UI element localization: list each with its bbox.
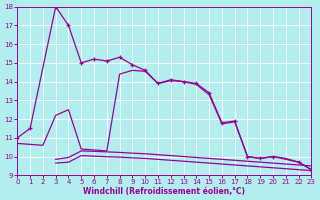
X-axis label: Windchill (Refroidissement éolien,°C): Windchill (Refroidissement éolien,°C) — [84, 187, 245, 196]
